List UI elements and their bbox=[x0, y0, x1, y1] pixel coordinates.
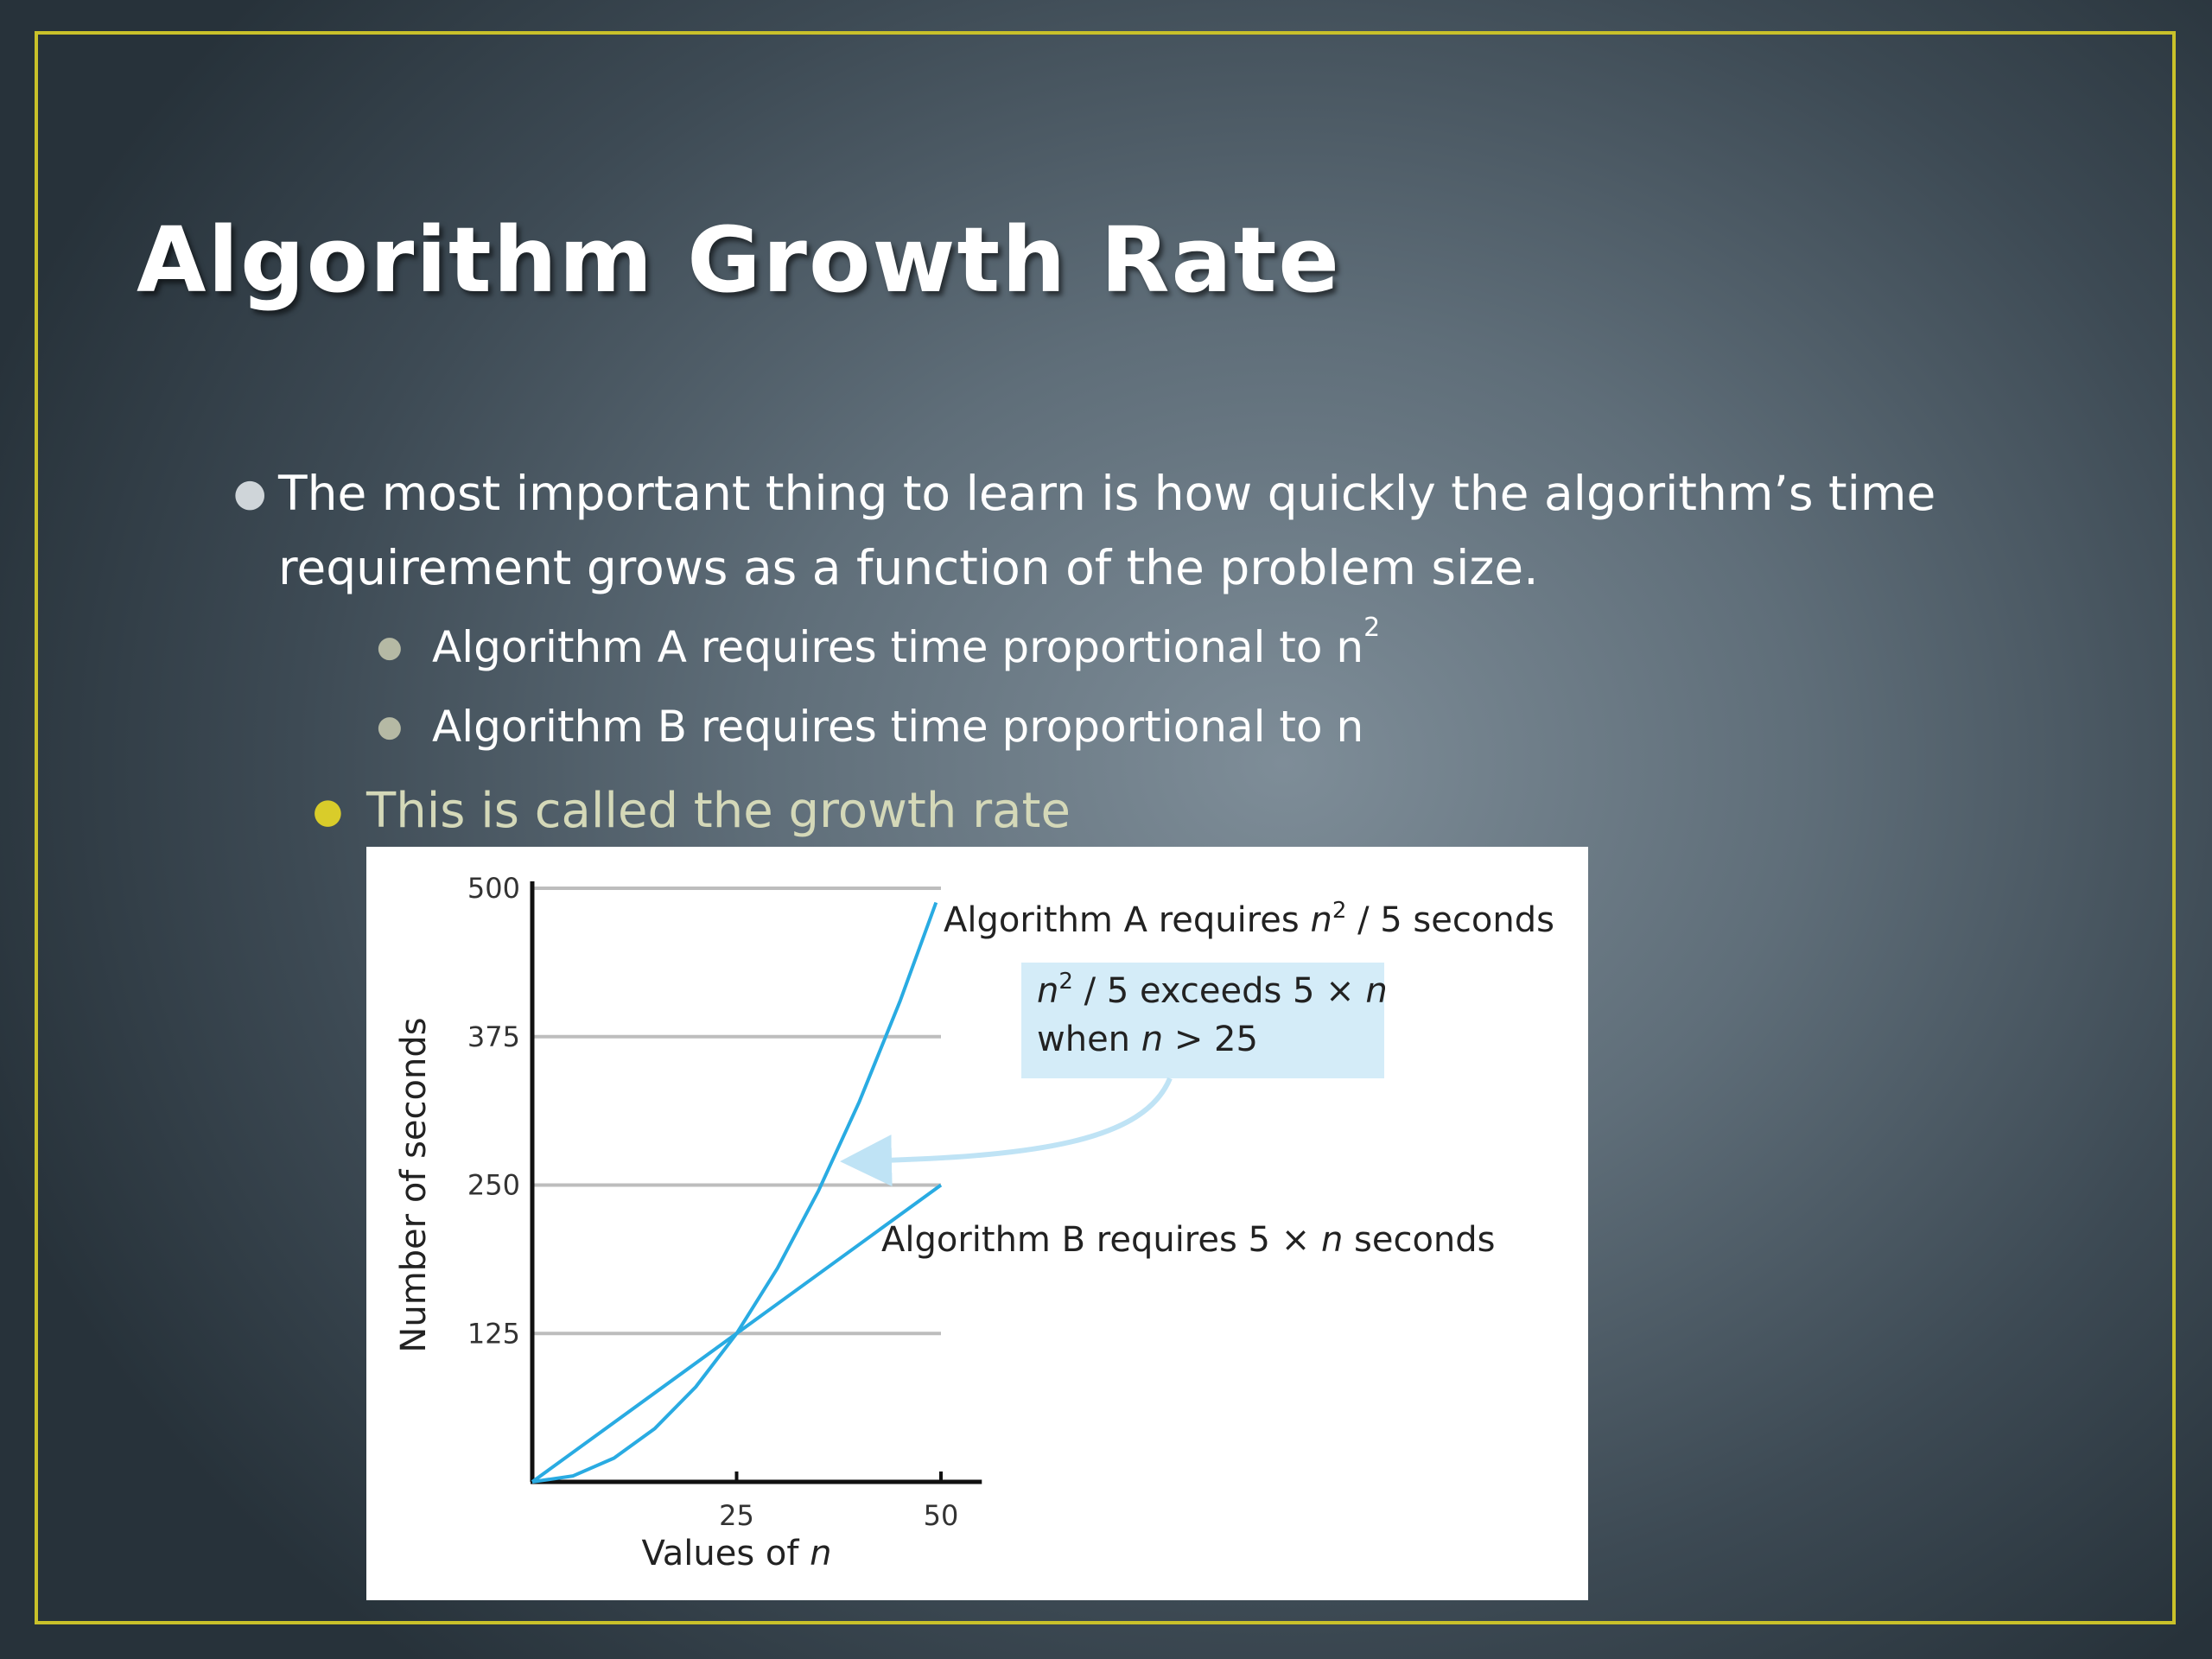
callout-line2: when n > 25 bbox=[1037, 1020, 1258, 1059]
growth-rate-chart: 125 250 375 500 25 50 Algorithm A requires n2… bbox=[366, 847, 1588, 1600]
callout-line1-var: n bbox=[1037, 971, 1058, 1011]
x-axis-title-var: n bbox=[810, 1534, 831, 1573]
series-a-label-suffix: / 5 seconds bbox=[1346, 900, 1554, 940]
series-b-label-prefix: Algorithm B requires 5 × bbox=[881, 1220, 1321, 1260]
callout-line2-prefix: when bbox=[1037, 1020, 1141, 1059]
x-tick-label-25: 25 bbox=[719, 1499, 754, 1532]
bullet-main-text: The most important thing to learn is how… bbox=[278, 456, 1936, 605]
bullet-dot-icon: ● bbox=[377, 709, 403, 744]
series-b-line bbox=[531, 1183, 943, 1484]
y-tick-label-500: 500 bbox=[467, 872, 520, 905]
bullet-main-line1: The most important thing to learn is how… bbox=[278, 466, 1936, 521]
x-axis-title: Values of n bbox=[641, 1534, 831, 1573]
series-a-label-prefix: Algorithm A requires bbox=[944, 900, 1310, 940]
slide-border bbox=[35, 31, 2176, 1624]
chart-series bbox=[531, 901, 943, 1484]
callout-line2-suffix: > 25 bbox=[1163, 1020, 1258, 1059]
chart-labels: Algorithm A requires n2 / 5 secondsAlgor… bbox=[394, 898, 1554, 1573]
bullet-dot-icon: ● bbox=[313, 791, 343, 831]
series-a-label: Algorithm A requires n2 / 5 seconds bbox=[944, 898, 1554, 940]
bullet-main-line2: requirement grows as a function of the p… bbox=[278, 540, 1539, 595]
bullet-dot-icon: ● bbox=[377, 630, 403, 664]
series-b-label-var: n bbox=[1321, 1220, 1343, 1260]
series-a-line bbox=[531, 901, 938, 1484]
chart-axes bbox=[530, 881, 982, 1484]
sub-bullet-a-text: Algorithm A requires time proportional t… bbox=[432, 622, 1364, 672]
series-a-label-var: n bbox=[1310, 900, 1332, 940]
callout-arrow bbox=[840, 1077, 1173, 1187]
chart-gridlines bbox=[532, 887, 941, 1336]
callout-line2-var: n bbox=[1141, 1020, 1163, 1059]
y-tick-label-125: 125 bbox=[467, 1317, 520, 1350]
y-tick-label-250: 250 bbox=[467, 1169, 520, 1202]
callout-line1-rest: / 5 exceeds 5 × bbox=[1073, 971, 1366, 1011]
x-axis-title-prefix: Values of bbox=[641, 1534, 810, 1573]
slide-title: Algorithm Growth Rate bbox=[137, 207, 1341, 313]
callout-line1-exponent: 2 bbox=[1058, 969, 1073, 995]
sub-bullet-a-exponent: 2 bbox=[1363, 613, 1381, 643]
bullet-dot-icon: ● bbox=[233, 471, 267, 515]
y-tick-label-375: 375 bbox=[467, 1020, 520, 1053]
series-b-label-suffix: seconds bbox=[1343, 1220, 1495, 1260]
x-tick-label-50: 50 bbox=[924, 1499, 959, 1532]
callout-line1: n2 / 5 exceeds 5 × n bbox=[1037, 969, 1388, 1011]
series-a-label-exponent: 2 bbox=[1332, 898, 1347, 924]
series-b-label: Algorithm B requires 5 × n seconds bbox=[881, 1220, 1496, 1260]
y-axis-title: Number of seconds bbox=[394, 1017, 434, 1352]
callout-line1-var2: n bbox=[1365, 971, 1387, 1011]
sub-bullet-b-text: Algorithm B requires time proportional t… bbox=[432, 702, 1364, 752]
bullet-growth-rate-text: This is called the growth rate bbox=[366, 783, 1071, 839]
chart-ticks: 125 250 375 500 25 50 bbox=[467, 872, 958, 1532]
callout-box bbox=[1021, 963, 1384, 1078]
